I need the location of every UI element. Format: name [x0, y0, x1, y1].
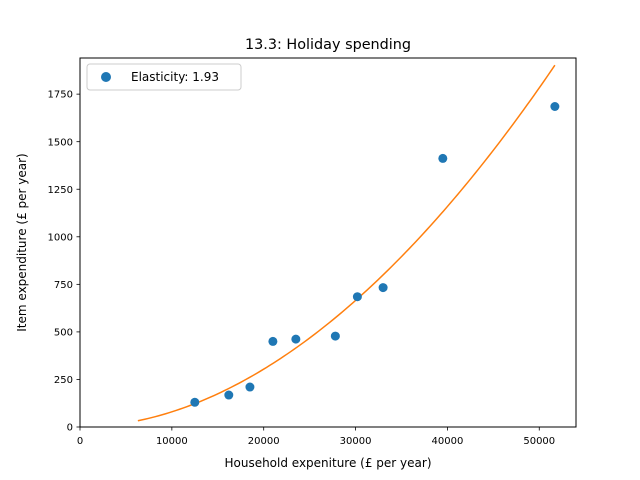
- legend-label: Elasticity: 1.93: [131, 70, 219, 84]
- plot-frame: [79, 57, 577, 428]
- data-point: [268, 336, 278, 346]
- fit-line: [137, 64, 556, 422]
- data-point: [291, 334, 301, 344]
- x-tick-label: 20000: [248, 436, 280, 447]
- y-tick-label: 500: [54, 327, 73, 338]
- data-point: [330, 331, 340, 341]
- data-point: [550, 102, 560, 111]
- y-tick-label: 1250: [48, 185, 73, 196]
- legend-marker: [101, 72, 111, 82]
- x-axis-label: Household expeniture (£ per year): [224, 456, 431, 470]
- x-tick-label: 10000: [156, 436, 188, 447]
- data-point: [438, 153, 448, 163]
- y-tick-label: 1000: [48, 232, 73, 243]
- x-tick-label: 40000: [432, 436, 464, 447]
- y-tick-label: 1500: [48, 137, 73, 148]
- x-axis: 0 10000 20000 30000 40000 50000: [77, 427, 555, 447]
- legend-box: [86, 63, 242, 91]
- y-axis: 0 250 500 750 1000 1250 1500 1750: [48, 90, 80, 434]
- y-tick-label: 250: [54, 375, 73, 386]
- data-point: [378, 283, 388, 293]
- x-tick-label: 0: [77, 436, 83, 447]
- chart-title: 13.3: Holiday spending: [245, 37, 411, 53]
- y-tick-label: 750: [54, 280, 73, 291]
- x-tick-label: 30000: [340, 436, 372, 447]
- plot-marks: [137, 64, 560, 422]
- y-tick-label: 0: [67, 423, 73, 434]
- y-axis-label: Item expenditure (£ per year): [15, 153, 29, 331]
- y-tick-label: 1750: [48, 90, 73, 101]
- data-point: [190, 397, 200, 407]
- data-point: [245, 382, 255, 392]
- x-tick-label: 50000: [523, 436, 555, 447]
- data-point: [224, 390, 234, 400]
- data-point: [352, 292, 362, 302]
- legend: Elasticity: 1.93: [86, 63, 242, 91]
